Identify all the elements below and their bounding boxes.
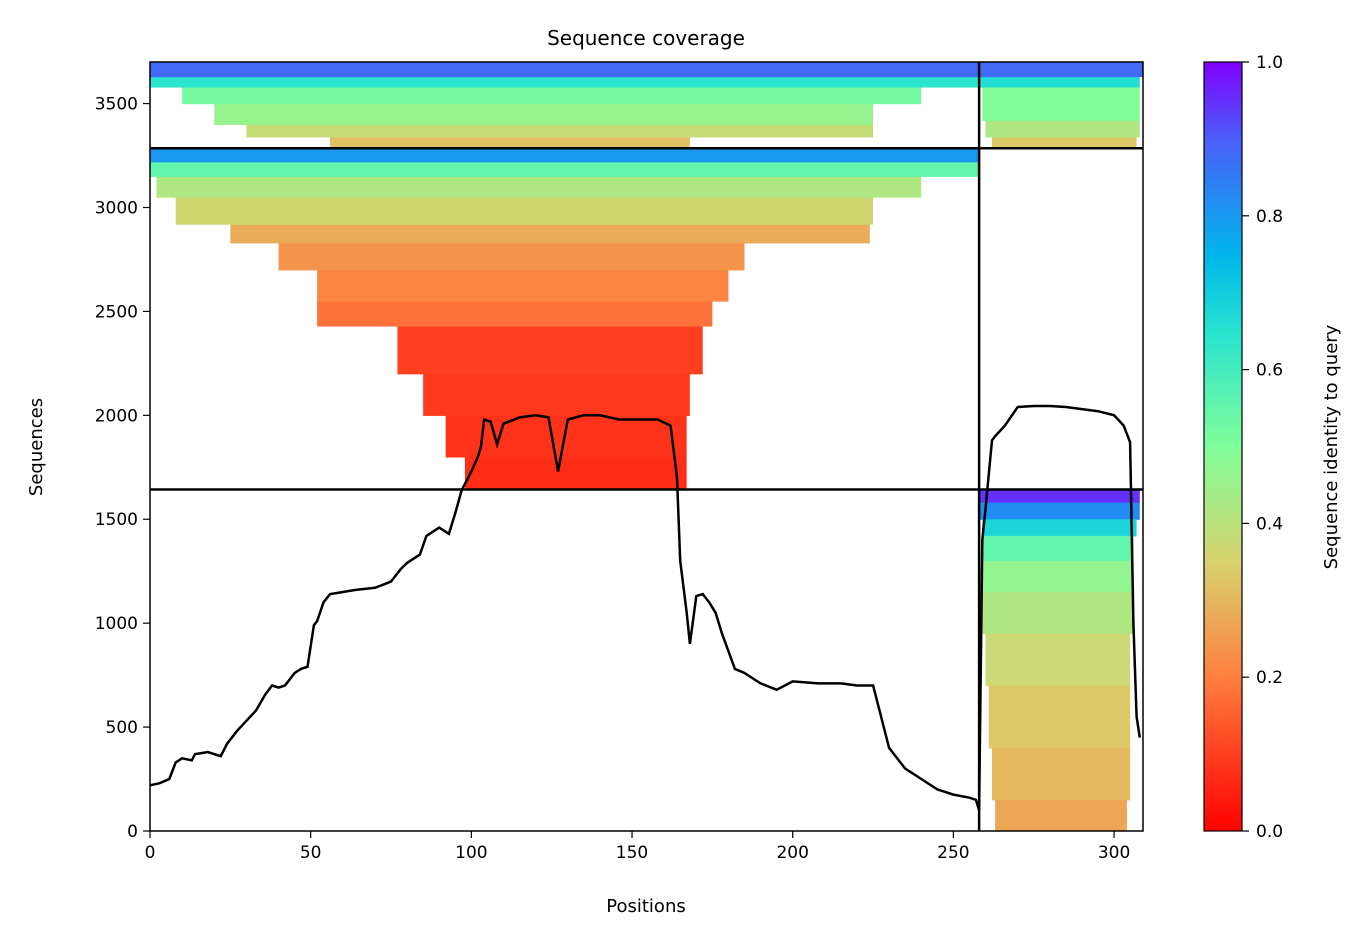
y-tick-label: 1000 [95,614,138,634]
coverage-band-bottom-right-1 [979,503,1140,520]
coverage-band-bottom-right-9 [995,800,1127,832]
x-tick-label: 0 [145,843,156,863]
coverage-band-middle-left-0 [465,457,687,490]
colorbar-tick-label: 1.0 [1256,53,1283,73]
y-tick-label: 500 [106,718,138,738]
coverage-band-middle-left-11 [150,148,979,162]
x-tick-label: 200 [776,843,808,863]
coverage-band-bottom-right-2 [982,519,1136,536]
colorbar [1204,62,1242,831]
coverage-band-bottom-right-8 [992,748,1130,801]
x-tick-label: 150 [616,843,648,863]
x-axis-label: Positions [606,896,685,917]
coverage-band-bottom-right-3 [982,536,1133,562]
x-tick-label: 100 [455,843,487,863]
colorbar-label: Sequence identity to query [1321,324,1342,569]
coverage-band-middle-left-8 [176,197,873,225]
coverage-heatmap [150,62,1143,832]
x-axis: 0 50 100 150 200 250 300 [145,831,1131,863]
x-tick-label: 250 [937,843,969,863]
chart-title: Sequence coverage [547,26,745,50]
coverage-band-bottom-right-4 [982,561,1133,593]
colorbar-tick-label: 0.2 [1256,668,1283,688]
y-axis: 0 500 1000 1500 2000 2500 3000 3500 [95,95,150,842]
x-tick-label: 300 [1098,843,1130,863]
coverage-band-top-left-3 [182,87,921,104]
coverage-band-top-right-4 [979,62,1143,77]
colorbar-axis: 0.0 0.2 0.4 0.6 0.8 1.0 [1242,53,1283,842]
y-tick-label: 0 [127,822,138,842]
y-tick-label: 2500 [95,302,138,322]
coverage-band-middle-left-3 [397,326,702,374]
coverage-band-bottom-right-5 [982,592,1133,634]
colorbar-tick-label: 0.6 [1256,361,1283,381]
coverage-band-middle-left-6 [279,243,745,271]
coverage-band-bottom-right-0 [979,490,1140,504]
coverage-band-top-right-1 [986,120,1140,137]
coverage-band-top-right-2 [982,87,1139,121]
coverage-band-middle-left-10 [150,162,979,177]
y-tick-label: 2000 [95,406,138,426]
colorbar-tick-label: 0.8 [1256,207,1283,227]
coverage-band-top-left-4 [150,77,979,88]
coverage-band-bottom-right-6 [986,634,1131,687]
coverage-band-top-left-1 [246,124,873,137]
coverage-band-middle-left-7 [230,224,870,243]
coverage-band-bottom-right-7 [989,686,1130,749]
colorbar-tick-label: 0.4 [1256,514,1283,534]
coverage-band-top-left-5 [150,62,979,77]
y-tick-label: 3000 [95,198,138,218]
x-tick-label: 50 [300,843,322,863]
coverage-band-middle-left-2 [423,374,690,416]
coverage-band-top-left-2 [214,104,873,125]
y-tick-label: 1500 [95,510,138,530]
y-axis-label: Sequences [26,398,47,496]
coverage-band-middle-left-4 [317,301,712,327]
colorbar-tick-label: 0.0 [1256,822,1283,842]
coverage-band-middle-left-5 [317,270,728,302]
coverage-band-middle-left-9 [156,176,921,197]
coverage-band-top-right-3 [979,77,1140,88]
y-tick-label: 3500 [95,95,138,115]
